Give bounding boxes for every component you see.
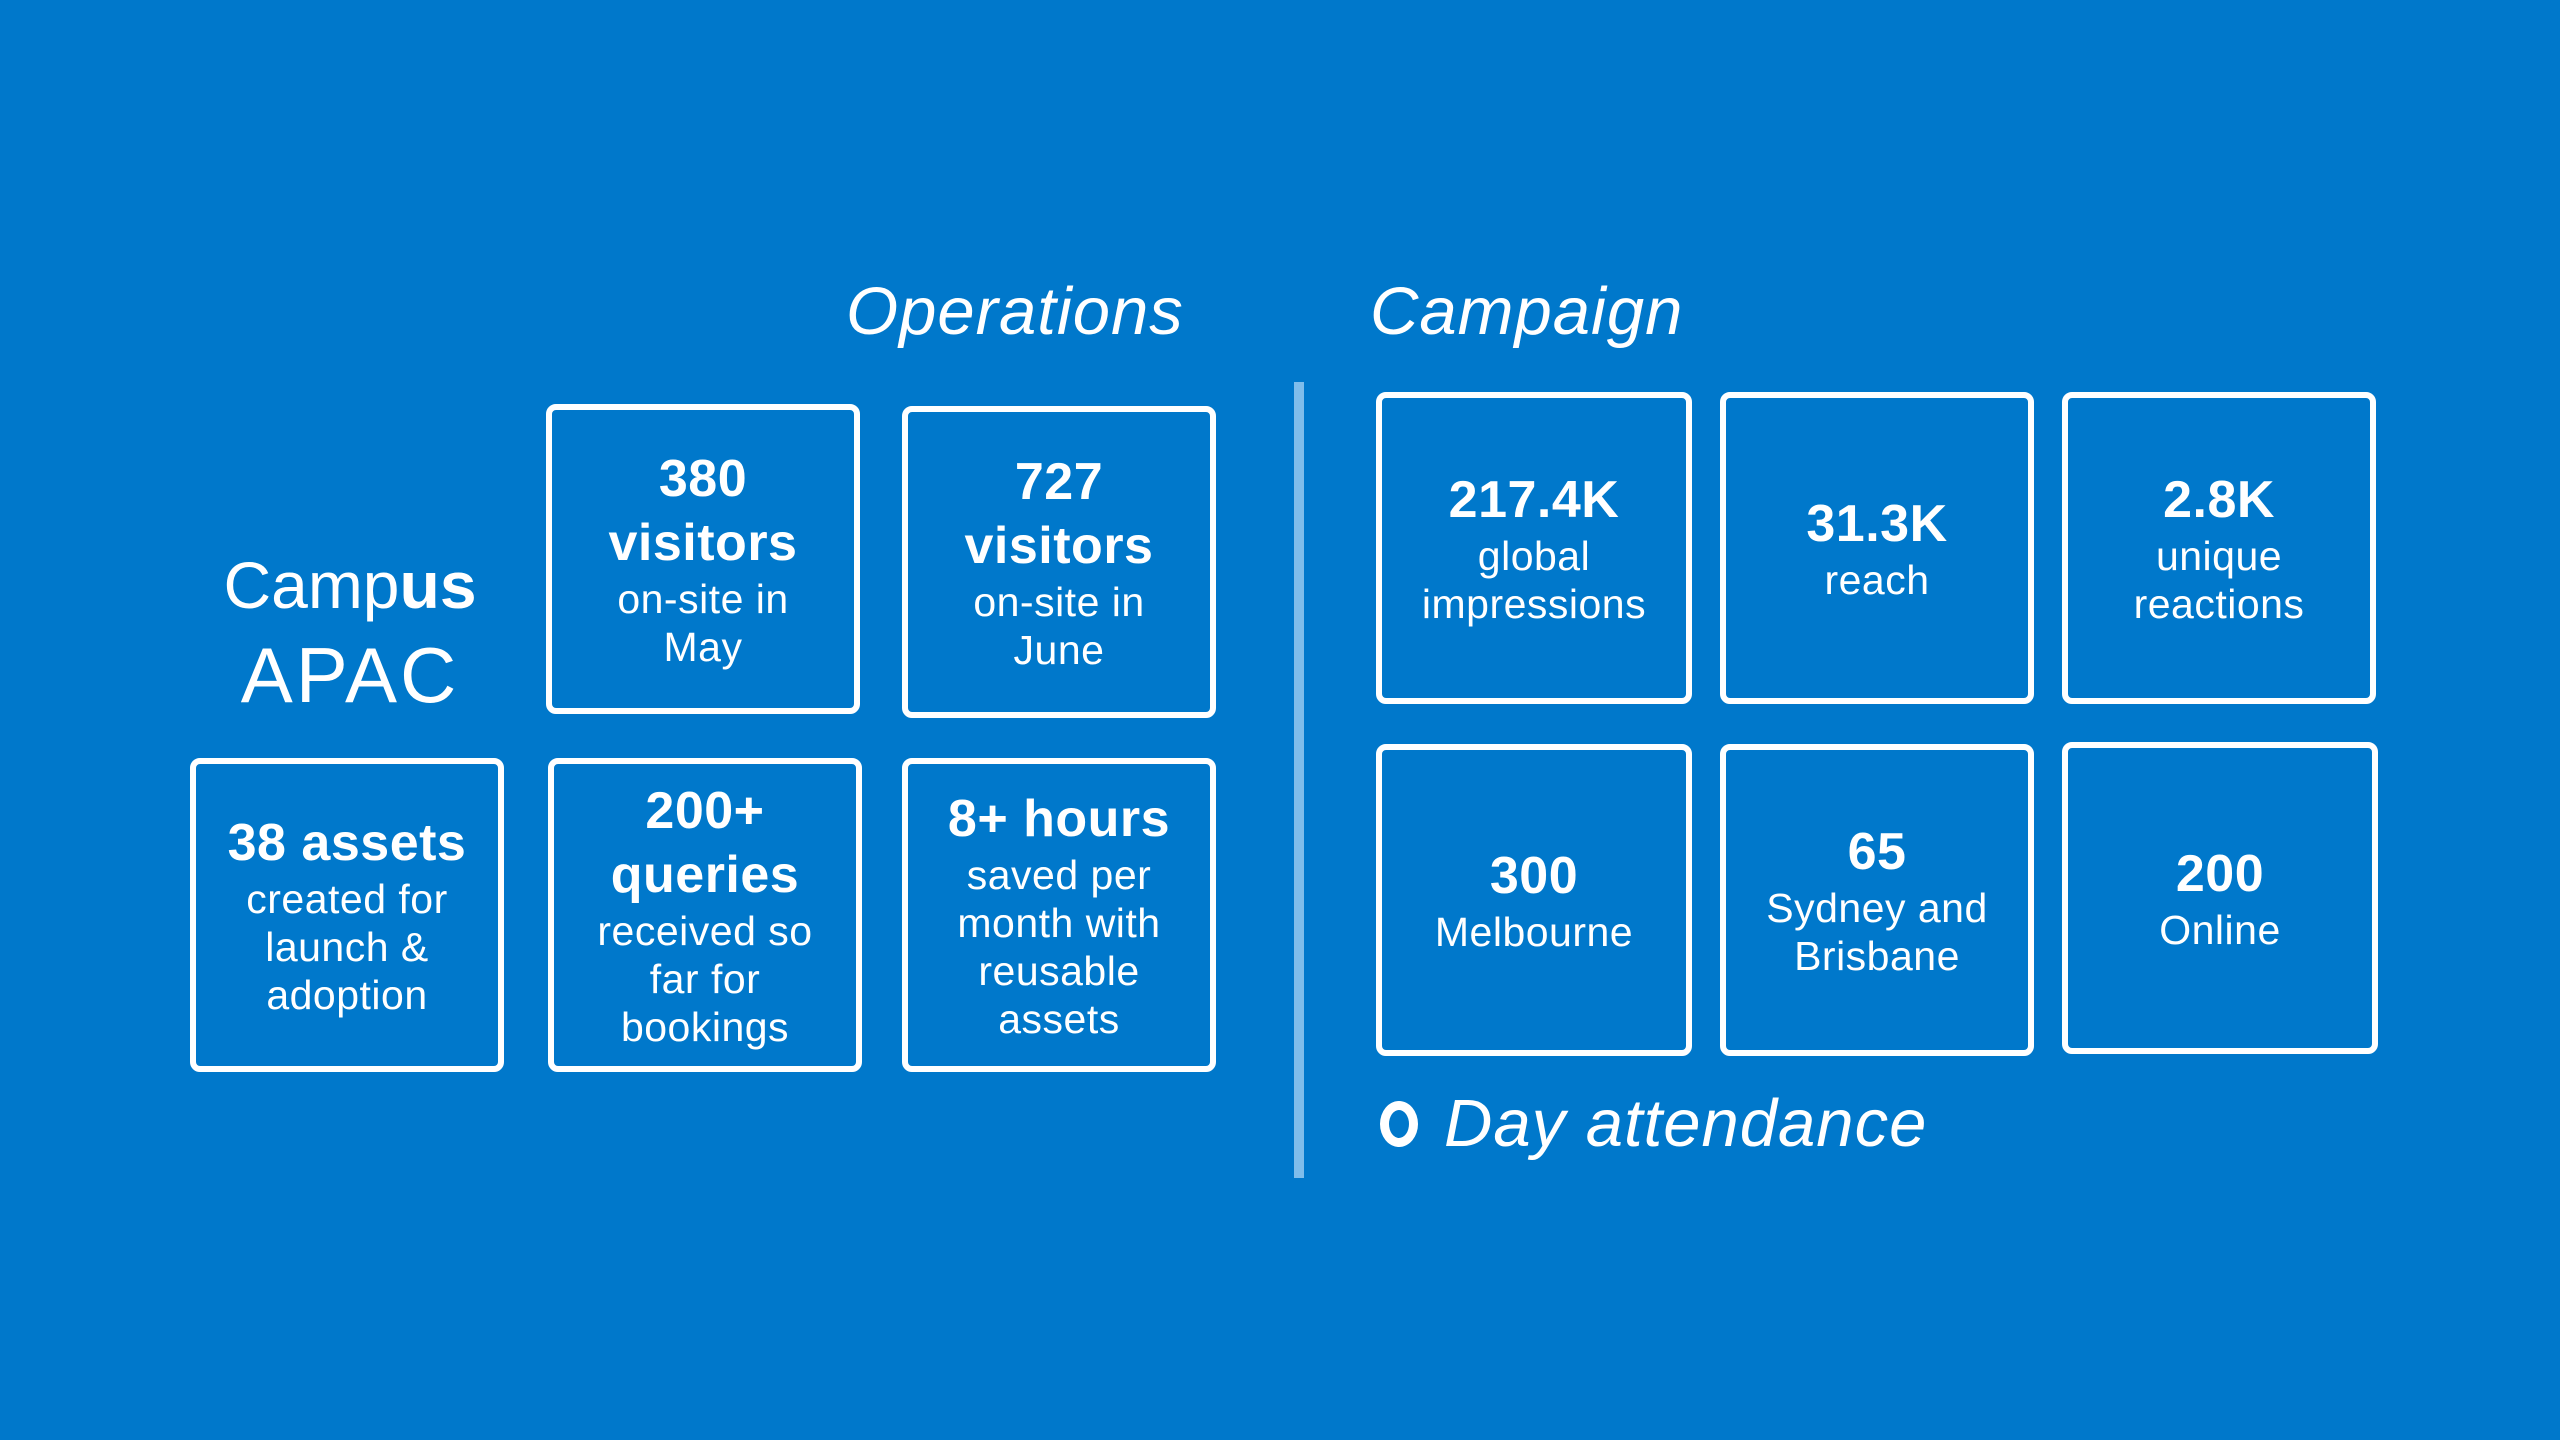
stat-label: global	[1477, 533, 1591, 579]
stat-tile-impressions: 217.4K global impressions	[1376, 392, 1692, 704]
stat-value: 380	[658, 450, 748, 508]
stat-label: impressions	[1421, 581, 1647, 627]
stat-label: on-site in	[973, 579, 1145, 625]
stat-tile-sydney-brisbane: 65 Sydney and Brisbane	[1720, 744, 2034, 1056]
brand-region: APAC	[240, 631, 460, 719]
ring-icon	[1380, 1100, 1418, 1147]
stat-value: 200	[2175, 845, 2265, 903]
campus-apac-logo: Campus APAC	[190, 552, 510, 714]
stat-tile-reach: 31.3K reach	[1720, 392, 2034, 704]
stat-label: Online	[2159, 907, 2281, 953]
stat-value: 727	[1014, 453, 1104, 511]
stat-value-unit: visitors	[964, 517, 1154, 575]
stat-value: 200+	[645, 782, 765, 840]
campaign-title: Campaign	[1370, 274, 1684, 349]
stat-tile-visitors-june: 727 visitors on-site in June	[902, 406, 1216, 718]
operations-title: Operations	[846, 274, 1184, 349]
stat-label: far for	[649, 956, 761, 1002]
stat-label: unique	[2155, 533, 2283, 579]
stat-value-unit: visitors	[608, 514, 798, 572]
brand-wordmark: Campus	[190, 552, 510, 618]
stat-tile-assets: 38 assets created for launch & adoption	[190, 758, 504, 1072]
stat-label: reactions	[2133, 581, 2305, 627]
stat-value: 8+ hours	[947, 790, 1171, 848]
day-attendance-caption: Day attendance	[1380, 1090, 1927, 1157]
stat-tile-queries: 200+ queries received so far for booking…	[548, 758, 862, 1072]
stat-value: 217.4K	[1448, 471, 1620, 529]
stat-label: reusable	[978, 948, 1140, 994]
stat-label: Sydney and	[1766, 885, 1988, 931]
stat-label: Melbourne	[1434, 909, 1634, 955]
day-attendance-label: Day attendance	[1444, 1086, 1928, 1161]
brand-wordmark-light: Camp	[223, 548, 400, 622]
brand-wordmark-bold: us	[399, 548, 477, 622]
stat-label: adoption	[266, 972, 428, 1018]
stat-label: month with	[957, 900, 1161, 946]
stat-tile-visitors-may: 380 visitors on-site in May	[546, 404, 860, 714]
stat-label: on-site in	[617, 576, 789, 622]
stat-value: 2.8K	[2163, 471, 2275, 529]
stat-value: 38 assets	[227, 814, 467, 872]
stat-label: launch &	[265, 924, 429, 970]
stat-label: Brisbane	[1794, 933, 1960, 979]
stat-label: received so	[597, 908, 813, 954]
stat-label: June	[1013, 627, 1105, 673]
stat-tile-hours: 8+ hours saved per month with reusable a…	[902, 758, 1216, 1072]
stat-label: saved per	[966, 852, 1152, 898]
stat-value: 31.3K	[1806, 495, 1948, 553]
section-divider	[1294, 382, 1304, 1178]
stat-value: 300	[1489, 847, 1579, 905]
stat-value-unit: queries	[610, 846, 800, 904]
stat-tile-melbourne: 300 Melbourne	[1376, 744, 1692, 1056]
stat-label: reach	[1824, 557, 1930, 603]
stat-label: created for	[246, 876, 448, 922]
stat-value: 65	[1847, 823, 1907, 881]
stat-tile-reactions: 2.8K unique reactions	[2062, 392, 2376, 704]
stat-label: bookings	[620, 1004, 790, 1050]
stat-label: May	[663, 624, 743, 670]
stat-tile-online: 200 Online	[2062, 742, 2378, 1054]
stat-label: assets	[998, 996, 1120, 1042]
